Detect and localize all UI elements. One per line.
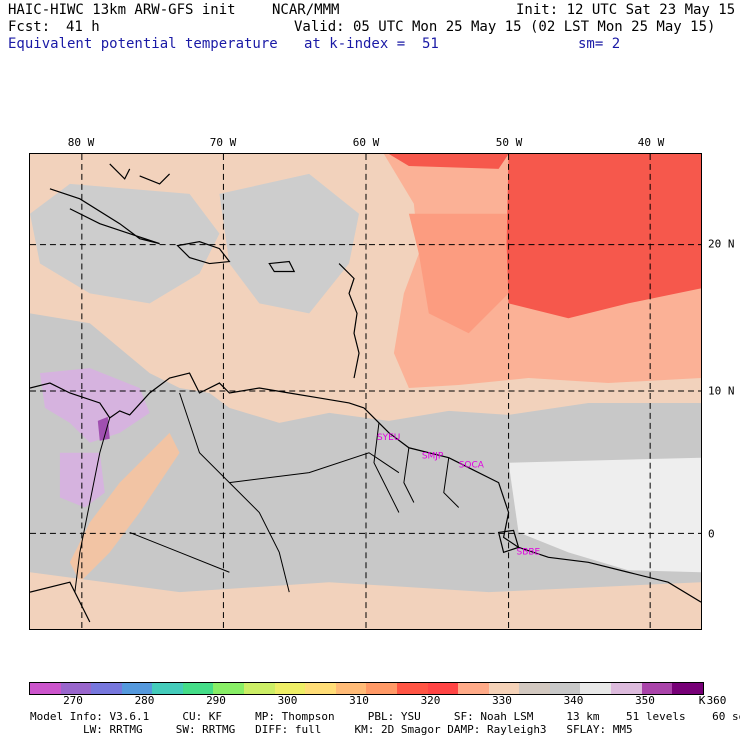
colorbar-swatch (672, 683, 703, 694)
deep-salmon-region (408, 213, 509, 334)
colorbar-swatch (549, 683, 581, 694)
fcst-value: 41 h (66, 19, 100, 35)
colorbar-label: 340 (563, 694, 584, 707)
theta-e-map: SYEU SMJP SOCA SBBE (29, 153, 702, 630)
colorbar-label: 330 (492, 694, 512, 707)
colorbar-swatch (335, 683, 367, 694)
colorbar-label: 310 (349, 694, 369, 707)
valid-time: Valid: 05 UTC Mon 25 May 15 (02 LST Mon … (294, 19, 716, 35)
colorbar-swatch (182, 683, 214, 694)
lat-label-20n: 20 N (708, 237, 735, 251)
colorbar-swatch (396, 683, 428, 694)
org-label: NCAR/MMM (272, 2, 340, 18)
colorbar-swatch (121, 683, 153, 694)
graticule (30, 154, 701, 629)
colorbar-swatch (519, 683, 550, 694)
colorbar-swatch (458, 683, 489, 694)
colorbar-swatch (610, 683, 642, 694)
red-region-north (388, 154, 509, 169)
dark-purple-spot (97, 416, 110, 441)
purple-region (39, 368, 150, 443)
colorbar-label: 300 (277, 694, 298, 707)
coastlines (30, 163, 701, 623)
purple-region-south (59, 452, 105, 508)
colorbar-swatch (366, 683, 397, 694)
fcst-label: Fcst: (8, 19, 51, 35)
colorbar-swatch (152, 683, 183, 694)
model-title: HAIC-HIWC 13km ARW-GFS init (8, 2, 236, 18)
lon-label-40w: 40 W (637, 136, 665, 149)
colorbar-swatch (641, 683, 673, 694)
lat-label-0: 0 (708, 527, 715, 541)
colorbar-swatch (91, 683, 122, 694)
footer-model-info: Model Info: V3.6.1 CU: KF MP: Thompson P… (30, 710, 740, 723)
lon-label-70w: 70 W (209, 136, 237, 149)
station-smjp: SMJP (422, 452, 444, 462)
field-name: Equivalent potential temperature (8, 36, 278, 52)
colorbar-label: 360 (706, 694, 727, 707)
red-region (506, 154, 701, 319)
init-time: Init: 12 UTC Sat 23 May 15 (516, 2, 736, 18)
colorbar-swatch (488, 683, 520, 694)
borders (74, 392, 460, 593)
colorbar-label: 320 (420, 694, 441, 707)
station-sbbe: SBBE (517, 547, 541, 557)
footer-physics-info: LW: RRTMG SW: RRTMG DIFF: full KM: 2D Sm… (30, 723, 633, 736)
colorbar-label: 280 (134, 694, 155, 707)
colorbar-swatch (30, 683, 61, 694)
colorbar-label: 350 (635, 694, 655, 707)
colorbar-swatch (427, 683, 459, 694)
colorbar-swatch (60, 683, 92, 694)
south-warm (30, 572, 701, 629)
colorbar-swatch (244, 683, 275, 694)
andes-warm (69, 432, 180, 583)
gray-caribbean-patch (30, 183, 220, 304)
colorbar-unit: K (698, 694, 706, 707)
colorbar-swatch (213, 683, 245, 694)
colorbar-label: 270 (63, 694, 83, 707)
lon-label-60w: 60 W (352, 136, 380, 149)
colorbar-swatch (305, 683, 336, 694)
level-info: at k-index = 51 (304, 36, 439, 52)
station-syeu: SYEU (377, 433, 400, 443)
gray-central-patch (219, 173, 360, 314)
colorbar (29, 682, 704, 695)
station-soca: SOCA (459, 461, 485, 471)
colorbar-swatch (274, 683, 306, 694)
colorbar-label: 290 (206, 694, 226, 707)
white-band (508, 457, 701, 573)
lon-label-50w: 50 W (495, 136, 523, 149)
lat-label-10n: 10 N (708, 384, 735, 398)
lon-label-80w: 80 W (67, 136, 95, 149)
smoothing-info: sm= 2 (578, 36, 621, 52)
colorbar-swatch (580, 683, 611, 694)
